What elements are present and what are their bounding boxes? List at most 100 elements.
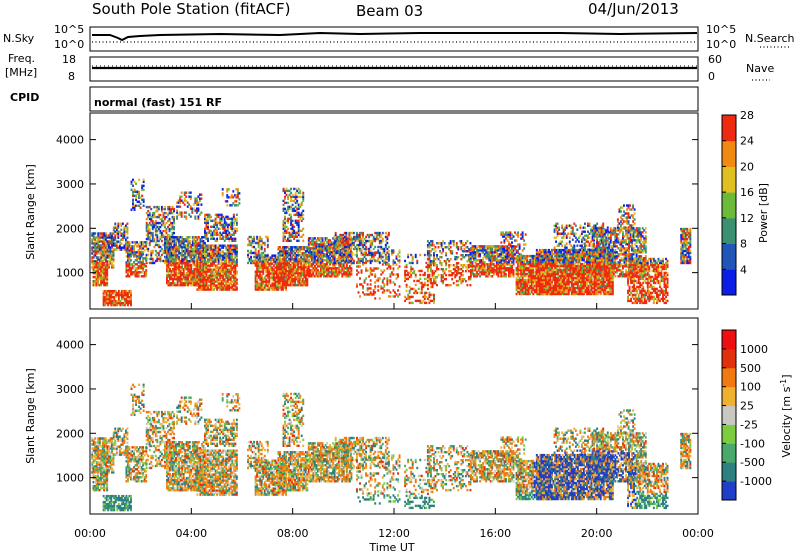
- power-cell: [445, 278, 447, 280]
- noise-right-tick-bottom: 10^0: [706, 38, 736, 51]
- power-cell: [421, 270, 423, 272]
- power-cell: [122, 223, 124, 225]
- power-cell: [438, 246, 440, 248]
- power-cell: [164, 206, 166, 208]
- power-cell: [184, 203, 186, 205]
- power-cell: [233, 214, 235, 216]
- power-cell: [146, 258, 148, 260]
- power-cell: [396, 263, 398, 265]
- power-cell: [185, 215, 187, 217]
- power-cell: [322, 237, 324, 239]
- cpid-text: normal (fast) 151 RF: [94, 96, 222, 109]
- noise-panel: N.Sky 10^5 10^0 10^5 10^0 N.Search: [3, 23, 795, 51]
- power-cell: [462, 274, 464, 276]
- power-cell: [371, 253, 373, 255]
- power-cell: [143, 199, 145, 201]
- freq-right-tick-top: 60: [708, 53, 722, 66]
- power-cell: [407, 254, 409, 256]
- power-cell: [350, 267, 352, 269]
- power-cell: [392, 249, 394, 251]
- power-cell: [158, 206, 160, 208]
- power-cell: [419, 254, 421, 256]
- power-cell: [126, 227, 128, 229]
- power-cell: [140, 203, 142, 205]
- power-cell: [159, 214, 161, 216]
- power-cell: [444, 242, 446, 244]
- power-cell: [457, 246, 459, 248]
- power-cell: [389, 291, 391, 293]
- power-cell: [135, 183, 137, 185]
- power-cell: [292, 204, 294, 206]
- power-cell: [382, 238, 384, 240]
- power-cell: [200, 211, 202, 213]
- power-cell: [226, 200, 228, 202]
- power-cell: [399, 259, 401, 261]
- power-cell: [189, 240, 191, 242]
- power-cell: [143, 205, 145, 207]
- power-cell: [374, 259, 376, 261]
- power-cell: [284, 216, 286, 218]
- power-cell: [359, 265, 361, 267]
- power-cell: [290, 188, 292, 190]
- power-cell: [147, 248, 149, 250]
- power-cell: [383, 289, 385, 291]
- power-cell: [143, 189, 145, 191]
- power-cell: [302, 192, 304, 194]
- power-cell: [462, 270, 464, 272]
- power-cell: [264, 242, 266, 244]
- power-cell: [210, 216, 212, 218]
- power-cell: [468, 248, 470, 250]
- sky-noise-line: [92, 33, 697, 40]
- power-cell: [235, 200, 237, 202]
- power-cell: [441, 256, 443, 258]
- power-cell: [457, 256, 459, 258]
- power-cell: [456, 252, 458, 254]
- power-cell: [383, 283, 385, 285]
- power-cell: [261, 238, 263, 240]
- power-cell: [234, 238, 236, 240]
- power-cell: [306, 278, 308, 280]
- power-cell: [425, 292, 427, 294]
- power-cell: [222, 188, 224, 190]
- power-cell: [416, 292, 418, 294]
- power-cell: [169, 218, 171, 220]
- power-cell: [347, 244, 349, 246]
- power-cell: [347, 248, 349, 250]
- power-cell: [365, 277, 367, 279]
- power-cell: [427, 288, 429, 290]
- power-cell: [236, 286, 238, 288]
- power-cell: [236, 270, 238, 272]
- power-cell: [302, 234, 304, 236]
- power-cell: [377, 257, 379, 259]
- power-cell: [126, 223, 128, 225]
- power-cell: [389, 279, 391, 281]
- power-cell: [140, 207, 142, 209]
- power-cell: [353, 232, 355, 234]
- power-cell: [296, 200, 298, 202]
- power-cell: [415, 284, 417, 286]
- power-cell: [130, 290, 132, 292]
- power-cell: [228, 188, 230, 190]
- power-cell: [290, 240, 292, 242]
- power-cell: [413, 270, 415, 272]
- power-cell: [250, 256, 252, 258]
- power-cell: [236, 278, 238, 280]
- power-cell: [237, 188, 239, 190]
- power-cell: [424, 254, 426, 256]
- power-cell: [293, 226, 295, 228]
- power-cell: [456, 242, 458, 244]
- power-cell: [173, 208, 175, 210]
- station-title: South Pole Station (fitACF): [92, 0, 290, 18]
- power-cell: [216, 238, 218, 240]
- power-cell: [415, 254, 417, 256]
- power-cell: [438, 268, 440, 270]
- power-cell: [424, 272, 426, 274]
- power-cell: [466, 240, 468, 242]
- power-cell: [431, 240, 433, 242]
- power-cell: [359, 295, 361, 297]
- power-cell: [394, 283, 396, 285]
- power-cell: [377, 289, 379, 291]
- power-cell: [399, 255, 401, 257]
- power-cell: [367, 269, 369, 271]
